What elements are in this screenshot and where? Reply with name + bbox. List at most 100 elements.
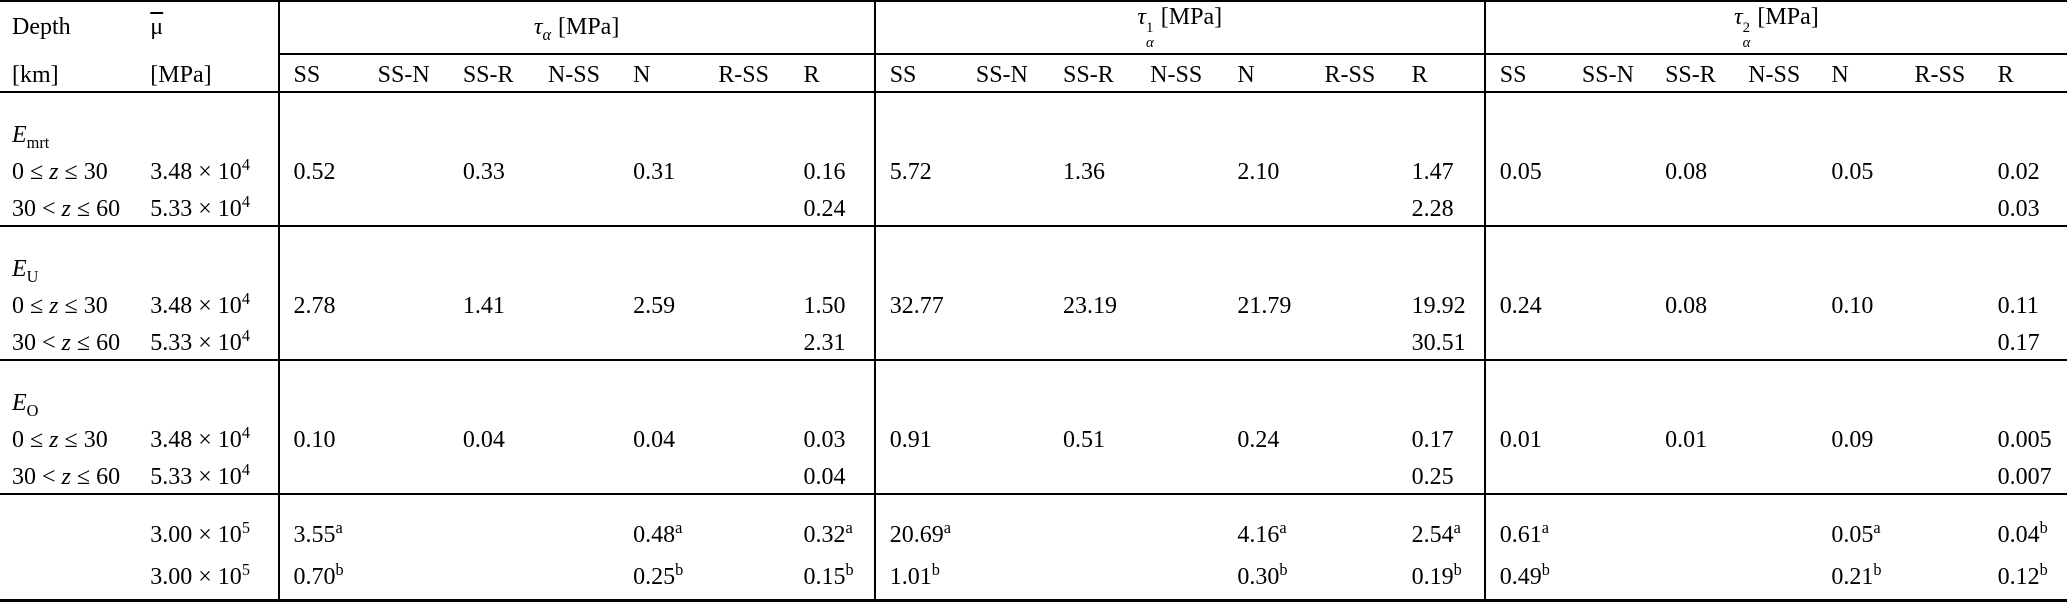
block-label-base: E bbox=[12, 121, 27, 148]
block-label: Emrt bbox=[0, 90, 279, 151]
block-label-row: EU bbox=[0, 224, 2067, 285]
value-cell bbox=[1136, 285, 1223, 322]
depth-cell bbox=[0, 551, 150, 601]
value-cell: 0.10 bbox=[1831, 292, 1874, 319]
col-header-r: R bbox=[1983, 53, 2067, 93]
col-header-n-ss: N-SS bbox=[1734, 53, 1818, 93]
col-header-n: N bbox=[1223, 53, 1311, 93]
value-cell bbox=[1568, 285, 1651, 322]
value-cell: 0.05 bbox=[1483, 150, 1568, 188]
value-cell bbox=[1483, 187, 1568, 226]
value-cell: 0.24 bbox=[1483, 284, 1568, 322]
value-cell: 0.31 bbox=[633, 158, 676, 185]
value-cell bbox=[1049, 322, 1136, 360]
value-cell: 20.69a bbox=[873, 492, 962, 551]
group-header-tau1: τ 1 α [MPa] bbox=[873, 1, 1485, 55]
value-cell: 1.50 bbox=[803, 292, 846, 319]
value-cell: 0.17 bbox=[1411, 426, 1454, 453]
spacer-cell bbox=[277, 358, 875, 419]
header-row-1: Depth μ τα [MPa] τ 1 α [MPa] τ 2 α [MPa] bbox=[0, 1, 2067, 55]
value-cell: 3.55a bbox=[277, 492, 364, 551]
value-cell: 23.19 bbox=[1063, 292, 1117, 319]
block-label: EU bbox=[0, 224, 279, 285]
col-header-r-ss: R-SS bbox=[1900, 53, 1984, 93]
value-cell bbox=[533, 492, 620, 551]
value-cell bbox=[1223, 322, 1310, 360]
value-cell: 1.36 bbox=[1063, 158, 1105, 185]
value-cell: 0.30b bbox=[1237, 559, 1288, 590]
value-cell bbox=[962, 188, 1049, 226]
value-cell bbox=[1568, 551, 1651, 601]
value-cell bbox=[704, 456, 789, 494]
value-superscript: b bbox=[1873, 559, 1882, 579]
value-cell bbox=[534, 188, 619, 226]
value-cell bbox=[1651, 551, 1734, 601]
depth-variable: z bbox=[61, 195, 71, 222]
value-cell: 5.72 bbox=[873, 150, 962, 188]
value-cell bbox=[704, 419, 789, 456]
value-cell bbox=[364, 322, 449, 360]
value-cell bbox=[1223, 456, 1310, 494]
mu-exponent: 5 bbox=[241, 517, 250, 537]
value-cell: 0.04 bbox=[803, 463, 846, 490]
value-cell bbox=[704, 285, 789, 322]
header-row-2: [km] [MPa] SS SS-N SS-R N-SS N R-SS R SS SS-N SS-R N… bbox=[0, 53, 2067, 93]
value-cell: 0.007 bbox=[1997, 463, 2052, 490]
value-cell bbox=[1817, 188, 1900, 226]
col-header-r-ss: R-SS bbox=[1310, 53, 1398, 93]
value-cell: 21.79 bbox=[1237, 292, 1292, 319]
table-row: 30 < z ≤ 60 5.33 × 104 0.04 0.25 0.007 bbox=[0, 455, 2067, 494]
depth-variable: z bbox=[49, 158, 59, 185]
depth-variable: z bbox=[49, 292, 59, 319]
value-superscript: b bbox=[2039, 559, 2048, 579]
col-header-n: N bbox=[1817, 53, 1901, 93]
value-superscript: a bbox=[1453, 517, 1461, 537]
depth-cell: 30 < z ≤ 60 bbox=[12, 329, 121, 356]
value-cell bbox=[1568, 151, 1651, 188]
tau-subscript: α bbox=[1145, 35, 1154, 52]
value-superscript: b bbox=[1541, 559, 1550, 579]
value-cell bbox=[1049, 456, 1136, 494]
value-cell: 2.78 bbox=[277, 284, 364, 322]
value-cell bbox=[619, 188, 704, 226]
spacer-cell bbox=[1483, 90, 2067, 151]
value-cell bbox=[1310, 419, 1397, 456]
value-superscript: b bbox=[2039, 517, 2048, 537]
value-cell bbox=[1136, 492, 1224, 551]
col-header-ss-r: SS-R bbox=[1651, 53, 1735, 93]
value-superscript: a bbox=[845, 517, 853, 537]
col-header-ss: SS bbox=[1483, 53, 1568, 93]
value-cell: 0.52 bbox=[277, 150, 364, 188]
block-label-subscript: O bbox=[26, 400, 39, 420]
value-cell bbox=[962, 419, 1049, 456]
value-cell bbox=[534, 151, 619, 188]
value-cell bbox=[1136, 551, 1223, 601]
value-cell bbox=[1734, 492, 1818, 551]
table-row: 0 ≤ z ≤ 30 3.48 × 104 0.52 0.33 0.31 0.16 5.72… bbox=[0, 150, 2067, 188]
col-header-n: N bbox=[619, 53, 705, 93]
value-cell: 30.51 bbox=[1411, 329, 1466, 356]
col-header-ss: SS bbox=[277, 53, 364, 93]
value-cell: 4.16a bbox=[1223, 492, 1311, 551]
value-cell bbox=[534, 285, 619, 322]
mu-cell: 5.33 × 104 bbox=[150, 325, 250, 356]
depth-cell: 0 ≤ z ≤ 30 bbox=[12, 426, 108, 453]
value-cell bbox=[1900, 188, 1983, 226]
value-cell bbox=[1483, 321, 1568, 360]
value-superscript: a bbox=[335, 517, 343, 537]
value-cell bbox=[449, 188, 534, 226]
block-label-base: E bbox=[12, 255, 27, 282]
group-header-tau2: τ 2 α [MPa] bbox=[1483, 1, 2067, 55]
value-cell bbox=[1817, 322, 1900, 360]
value-cell: 0.08 bbox=[1665, 292, 1708, 319]
value-cell: 0.21b bbox=[1831, 559, 1882, 590]
col-header-n-ss: N-SS bbox=[1136, 53, 1224, 93]
value-cell: 0.32a bbox=[789, 492, 875, 551]
value-cell bbox=[1310, 456, 1397, 494]
value-cell bbox=[448, 492, 534, 551]
spacer-cell bbox=[873, 90, 1485, 151]
table-header: Depth μ τα [MPa] τ 1 α [MPa] τ 2 α [MPa] [km] [MPa] SS… bbox=[0, 1, 2067, 93]
value-cell: 0.08 bbox=[1665, 158, 1708, 185]
value-cell: 0.12b bbox=[1997, 559, 2048, 590]
value-cell: 2.10 bbox=[1237, 158, 1280, 185]
